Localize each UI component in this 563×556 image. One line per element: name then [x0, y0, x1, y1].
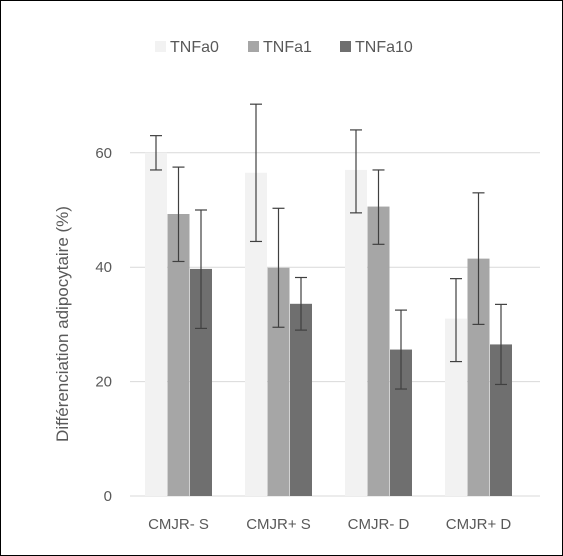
bar: [490, 344, 512, 496]
y-axis-label: Différenciation adipocytaire (%): [53, 206, 72, 442]
bar: [345, 169, 367, 496]
legend-swatch: [340, 41, 351, 52]
y-tick-label: 20: [95, 374, 112, 391]
legend: TNFa0 TNFa1 TNFa10: [155, 39, 413, 56]
bar: [390, 349, 412, 496]
bars: [145, 152, 512, 497]
y-tick-labels: 0 20 40 60: [95, 145, 112, 505]
bar: [145, 152, 167, 497]
x-tick-label: CMJR- D: [348, 516, 410, 533]
bar: [467, 258, 490, 496]
bar: [290, 303, 312, 496]
legend-label: TNFa0: [170, 39, 219, 56]
y-tick-label: 40: [95, 259, 112, 276]
x-tick-label: CMJR+ S: [246, 516, 311, 533]
bar: [167, 214, 190, 496]
bar: [445, 318, 467, 496]
x-tick-label: CMJR- S: [148, 516, 209, 533]
error-bars: [150, 103, 507, 390]
x-tick-labels: CMJR- S CMJR+ S CMJR- D CMJR+ D: [148, 516, 511, 533]
bar: [367, 206, 390, 496]
y-tick-label: 0: [104, 488, 112, 505]
bar: [245, 172, 267, 496]
legend-label: TNFa1: [263, 39, 312, 56]
legend-swatch: [248, 41, 259, 52]
legend-swatch: [155, 41, 166, 52]
x-tick-label: CMJR+ D: [446, 516, 512, 533]
bar: [267, 267, 290, 496]
bar: [190, 268, 212, 496]
y-tick-label: 60: [95, 145, 112, 162]
legend-label: TNFa10: [355, 39, 413, 56]
